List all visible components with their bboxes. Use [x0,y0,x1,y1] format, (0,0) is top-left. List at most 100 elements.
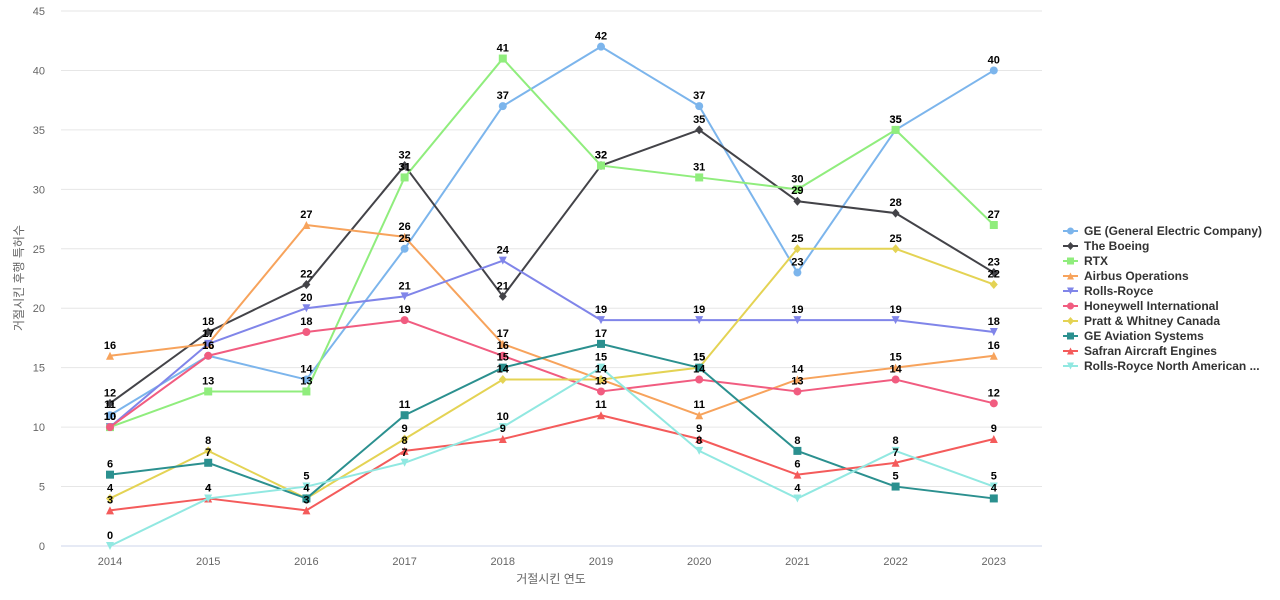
data-point-marker [597,375,605,385]
data-point-marker [891,208,900,218]
data-label: 16 [202,340,214,352]
x-tick-label: 2022 [883,556,907,568]
data-label: 8 [893,435,899,447]
series-line [109,366,995,547]
data-label: 19 [693,304,705,316]
data-label: 16 [202,340,214,352]
data-label: 29 [791,185,803,197]
data-point-marker [498,423,507,432]
data-label: 14 [693,364,706,376]
data-point-marker [204,339,213,348]
data-point-marker [695,375,704,384]
legend-item[interactable]: The Boeing [1063,239,1149,253]
data-label: 8 [794,435,800,447]
data-point-marker [302,482,311,491]
data-point-marker [793,244,802,254]
data-point-marker [891,363,900,372]
data-point-marker [597,387,605,396]
legend-item[interactable]: Honeywell International [1063,299,1219,313]
data-point-marker [695,125,704,135]
data-label: 35 [889,114,901,126]
data-label: 11 [693,399,705,411]
data-label: 13 [791,375,803,387]
data-point-marker [106,423,114,432]
data-label: 21 [497,280,509,292]
data-point-marker [302,375,311,384]
data-point-marker [989,279,998,289]
data-label: 25 [889,233,901,245]
data-point-marker [106,506,114,515]
data-label: 35 [693,114,705,126]
y-tick-label: 35 [33,125,45,137]
data-label: 15 [497,352,509,364]
x-tick-label: 2019 [589,556,613,568]
data-point-marker [1067,347,1074,355]
data-point-marker [498,256,507,265]
data-point-marker [989,494,998,503]
data-label: 37 [497,90,509,102]
series-group [106,316,998,432]
data-label: 18 [988,316,1000,328]
data-label: 11 [104,399,116,411]
series-group [106,221,998,420]
data-label: 13 [300,375,312,387]
data-label: 8 [696,435,702,447]
data-point-marker [695,363,704,372]
data-label: 15 [595,352,607,364]
legend-item[interactable]: Pratt & Whitney Canada [1063,314,1220,328]
data-label: 22 [988,268,1000,280]
data-label: 3 [107,494,113,506]
series-line [109,45,995,417]
data-point-marker [891,316,900,325]
data-point-marker [793,185,802,194]
data-label: 32 [595,150,607,162]
data-label: 41 [497,43,509,55]
data-point-marker [989,221,998,229]
data-label: 35 [889,114,901,126]
data-label: 3 [303,494,309,506]
data-point-marker [891,125,900,134]
legend-item[interactable]: GE (General Electric Company) [1063,224,1262,238]
data-point-marker [1067,332,1074,340]
data-label: 22 [300,268,312,280]
data-point-marker [400,161,409,171]
series-line [109,57,995,429]
data-point-marker [400,316,409,325]
data-label: 40 [988,54,1000,66]
x-tick-label: 2021 [785,556,809,568]
legend-item[interactable]: Rolls-Royce [1063,284,1154,298]
legend-label: Pratt & Whitney Canada [1084,314,1220,328]
data-point-marker [793,316,802,325]
data-point-marker [891,482,900,491]
data-label: 8 [205,435,211,447]
legend-item[interactable]: Rolls-Royce North American ... [1063,359,1260,373]
data-label: 5 [303,471,309,483]
x-tick-label: 2015 [196,556,220,568]
legend-item[interactable]: RTX [1063,254,1108,268]
data-label: 19 [791,304,803,316]
y-tick-label: 15 [33,363,45,375]
data-point-marker [106,493,114,503]
data-point-marker [989,66,998,75]
legend-item[interactable]: Safran Aircraft Engines [1063,344,1217,358]
data-point-marker [695,411,704,420]
data-point-marker [498,102,507,111]
x-tick-label: 2020 [687,556,711,568]
legend-item[interactable]: Airbus Operations [1063,269,1189,283]
data-label: 14 [791,364,804,376]
data-point-marker [793,268,802,277]
data-point-marker [989,435,998,443]
y-tick-label: 5 [39,482,45,494]
data-point-marker [1067,362,1074,370]
series-group [106,256,998,432]
data-point-marker [891,375,900,384]
data-label: 8 [402,435,408,447]
data-point-marker [400,173,409,182]
data-point-marker [400,458,409,467]
y-axis-title: 거절시킨 후행 특허수 [11,225,26,331]
legend-item[interactable]: GE Aviation Systems [1063,329,1204,343]
x-axis-ticks: 2014 2015 2016 2017 2018 2019 2020 2021 2022 2023 [98,556,1006,568]
legend-label: RTX [1084,254,1108,268]
legend-label: Honeywell International [1084,299,1219,313]
data-label: 4 [794,482,801,494]
